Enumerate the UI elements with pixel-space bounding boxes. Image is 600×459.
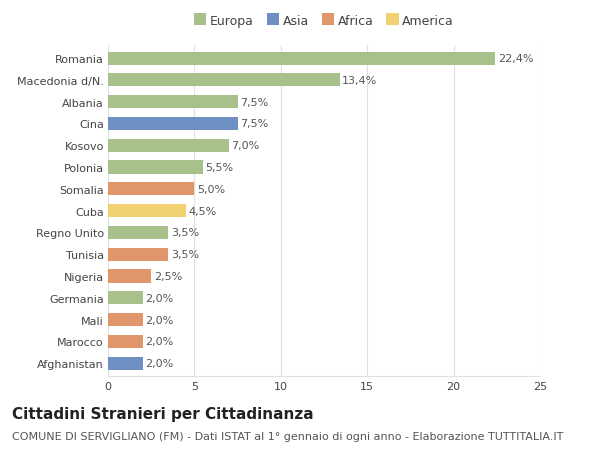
Text: 2,5%: 2,5% bbox=[154, 271, 182, 281]
Text: 22,4%: 22,4% bbox=[497, 54, 533, 64]
Text: COMUNE DI SERVIGLIANO (FM) - Dati ISTAT al 1° gennaio di ogni anno - Elaborazion: COMUNE DI SERVIGLIANO (FM) - Dati ISTAT … bbox=[12, 431, 563, 442]
Text: 7,0%: 7,0% bbox=[232, 141, 260, 151]
Bar bbox=[108, 357, 143, 370]
Text: 4,5%: 4,5% bbox=[188, 206, 217, 216]
Bar bbox=[108, 335, 143, 348]
Text: 2,0%: 2,0% bbox=[145, 358, 173, 368]
Text: Cittadini Stranieri per Cittadinanza: Cittadini Stranieri per Cittadinanza bbox=[12, 406, 314, 421]
Bar bbox=[108, 52, 495, 66]
Text: 2,0%: 2,0% bbox=[145, 293, 173, 303]
Bar bbox=[108, 96, 238, 109]
Bar bbox=[108, 270, 151, 283]
Text: 7,5%: 7,5% bbox=[240, 97, 268, 107]
Bar bbox=[108, 183, 194, 196]
Bar bbox=[108, 205, 186, 218]
Bar bbox=[108, 74, 340, 87]
Bar bbox=[108, 226, 169, 240]
Text: 7,5%: 7,5% bbox=[240, 119, 268, 129]
Bar bbox=[108, 248, 169, 261]
Text: 2,0%: 2,0% bbox=[145, 336, 173, 347]
Bar bbox=[108, 291, 143, 305]
Text: 5,5%: 5,5% bbox=[206, 162, 234, 173]
Text: 2,0%: 2,0% bbox=[145, 315, 173, 325]
Text: 3,5%: 3,5% bbox=[171, 228, 199, 238]
Bar bbox=[108, 118, 238, 131]
Bar bbox=[108, 140, 229, 152]
Legend: Europa, Asia, Africa, America: Europa, Asia, Africa, America bbox=[189, 10, 459, 33]
Bar bbox=[108, 161, 203, 174]
Text: 5,0%: 5,0% bbox=[197, 185, 225, 195]
Text: 13,4%: 13,4% bbox=[342, 76, 377, 86]
Bar bbox=[108, 313, 143, 326]
Text: 3,5%: 3,5% bbox=[171, 250, 199, 260]
